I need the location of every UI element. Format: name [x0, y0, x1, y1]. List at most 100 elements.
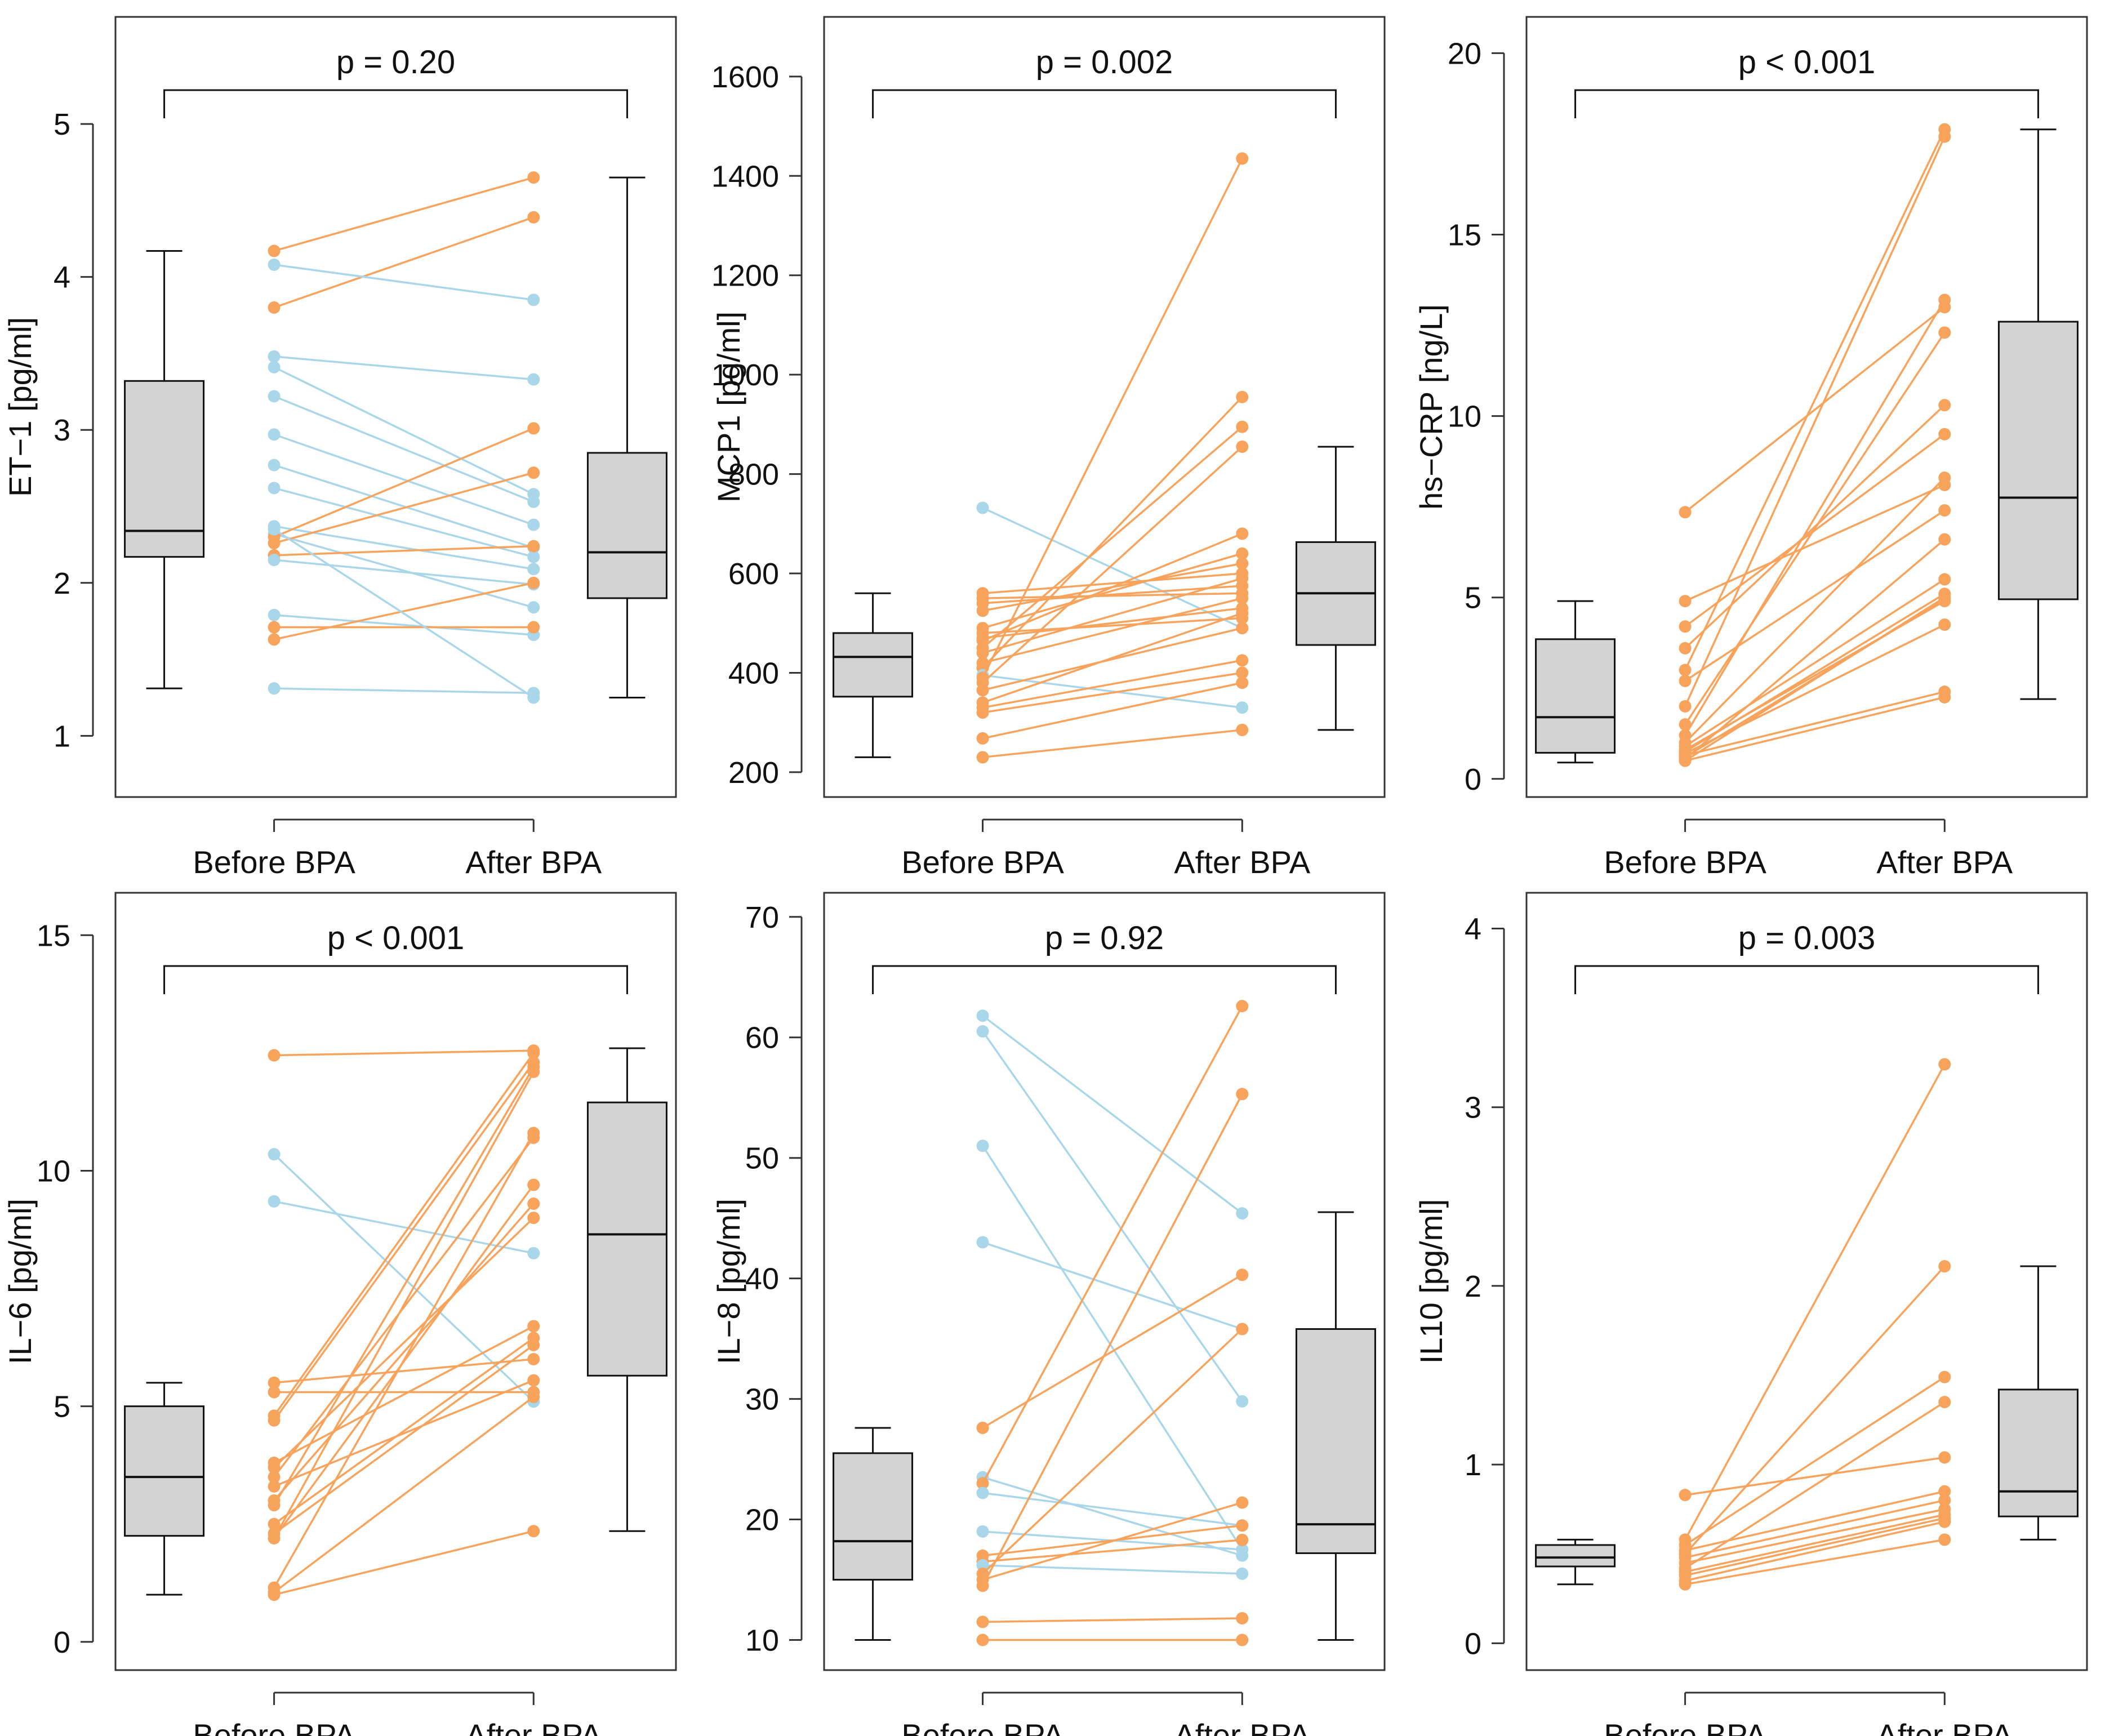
point-after — [527, 171, 540, 184]
y-tick-label: 15 — [37, 919, 70, 952]
point-after — [1236, 1268, 1249, 1281]
point-before — [1679, 1578, 1692, 1591]
pair-line — [1684, 477, 1946, 744]
point-before — [1679, 595, 1692, 608]
point-before — [976, 1615, 989, 1628]
pair-line — [1684, 538, 1946, 760]
pair-line — [1684, 509, 1946, 682]
point-after — [1938, 1515, 1951, 1528]
pair-line — [982, 729, 1243, 759]
significance-bracket — [1574, 89, 2039, 118]
pair-line — [274, 559, 534, 586]
point-after — [527, 601, 540, 614]
paired-series — [1679, 1058, 1951, 1591]
point-before — [1679, 620, 1692, 633]
point-after — [1938, 471, 1951, 484]
pair-line — [273, 1337, 535, 1525]
point-after — [1236, 1088, 1249, 1101]
y-tick-label: 1 — [1465, 1448, 1481, 1482]
boxplot-after — [586, 176, 667, 698]
point-before — [1679, 664, 1692, 676]
pair-line — [274, 264, 534, 301]
y-tick-label: 600 — [728, 557, 779, 591]
y-tick-label: 60 — [745, 1021, 779, 1055]
y-axis-label: IL−6 [pg/ml] — [2, 1199, 38, 1364]
point-after — [527, 1127, 540, 1139]
pair-line — [1684, 1063, 1946, 1541]
point-after — [527, 1198, 540, 1210]
pair-line — [273, 1396, 535, 1593]
box-iqr — [833, 1452, 914, 1581]
panel-il8: 10 20 30 40 50 60 70 IL−8 [pg/ml] Before BPA Afte… — [711, 892, 1386, 1736]
pair-line — [274, 464, 534, 549]
plot-frame — [823, 16, 1386, 798]
pair-line — [1684, 332, 1946, 725]
point-after — [1236, 622, 1249, 635]
p-value-label: p = 0.002 — [1036, 44, 1173, 81]
pair-line — [982, 585, 1243, 604]
point-before — [268, 350, 281, 363]
y-tick-label: 400 — [728, 656, 779, 690]
pair-line — [1684, 624, 1946, 755]
point-after — [1236, 1612, 1249, 1624]
point-after — [1236, 527, 1249, 540]
box-iqr — [1295, 1328, 1376, 1554]
pair-line — [982, 1274, 1243, 1429]
box-iqr — [586, 452, 667, 599]
point-after — [527, 293, 540, 306]
point-after — [1236, 572, 1249, 585]
pair-line — [1684, 593, 1946, 753]
point-after — [527, 691, 540, 704]
box-iqr — [1535, 638, 1616, 754]
pair-line — [1685, 1499, 1945, 1559]
point-after — [1938, 504, 1951, 517]
pair-line — [1685, 1538, 1945, 1586]
y-tick-label: 4 — [54, 261, 70, 295]
y-tick-label: 3 — [54, 413, 70, 447]
y-tick-label: 2 — [54, 567, 70, 600]
point-before — [976, 751, 989, 764]
panel-hscrp: 0 5 10 15 20 hs−CRP [ng/L] Before BPA After BPA… — [1413, 16, 2088, 880]
point-after — [1236, 1533, 1249, 1546]
significance-bracket — [163, 89, 628, 118]
point-after — [527, 1390, 540, 1403]
y-tick-label: 10 — [37, 1154, 70, 1188]
y-axis-label: hs−CRP [ng/L] — [1413, 304, 1449, 510]
y-tick-label: 40 — [745, 1262, 779, 1296]
x-category-label: After BPA — [1174, 844, 1310, 880]
point-after — [1236, 1395, 1249, 1408]
point-after — [1938, 399, 1951, 412]
pair-line — [273, 528, 535, 698]
plot-frame — [114, 16, 677, 798]
pair-line — [1685, 1514, 1945, 1573]
box-iqr — [1997, 321, 2079, 600]
pair-line — [274, 525, 534, 571]
x-category-label: Before BPA — [901, 844, 1064, 880]
pair-line — [982, 426, 1243, 649]
y-tick-label: 10 — [745, 1624, 779, 1658]
point-after — [1236, 1543, 1249, 1556]
boxplot-before — [124, 250, 205, 689]
panel-mcp1: 200 400 600 800 1000 1200 1400 1600 MCP1 [pg/ml]… — [711, 16, 1386, 880]
y-tick-label: 50 — [745, 1142, 779, 1176]
point-before — [976, 1009, 989, 1022]
point-after — [527, 1374, 540, 1387]
point-before — [976, 1633, 989, 1646]
point-before — [268, 1588, 281, 1601]
y-tick-label: 200 — [728, 756, 779, 790]
point-before — [268, 1414, 281, 1427]
panel-il10: 0 1 2 3 4 IL10 [pg/ml] Before BPA After BPA p = … — [1413, 892, 2088, 1736]
point-before — [1679, 642, 1692, 655]
y-axis-label: MCP1 [pg/ml] — [711, 311, 746, 502]
pair-line — [274, 355, 534, 381]
point-after — [527, 466, 540, 479]
point-after — [1236, 152, 1249, 165]
point-before — [976, 1139, 989, 1152]
point-after — [527, 1320, 540, 1333]
point-before — [1679, 674, 1692, 687]
pair-line — [273, 1344, 535, 1534]
pair-line — [982, 682, 1243, 740]
x-category-label: Before BPA — [193, 844, 355, 880]
point-after — [1938, 1396, 1951, 1409]
x-category-label: After BPA — [465, 844, 602, 880]
